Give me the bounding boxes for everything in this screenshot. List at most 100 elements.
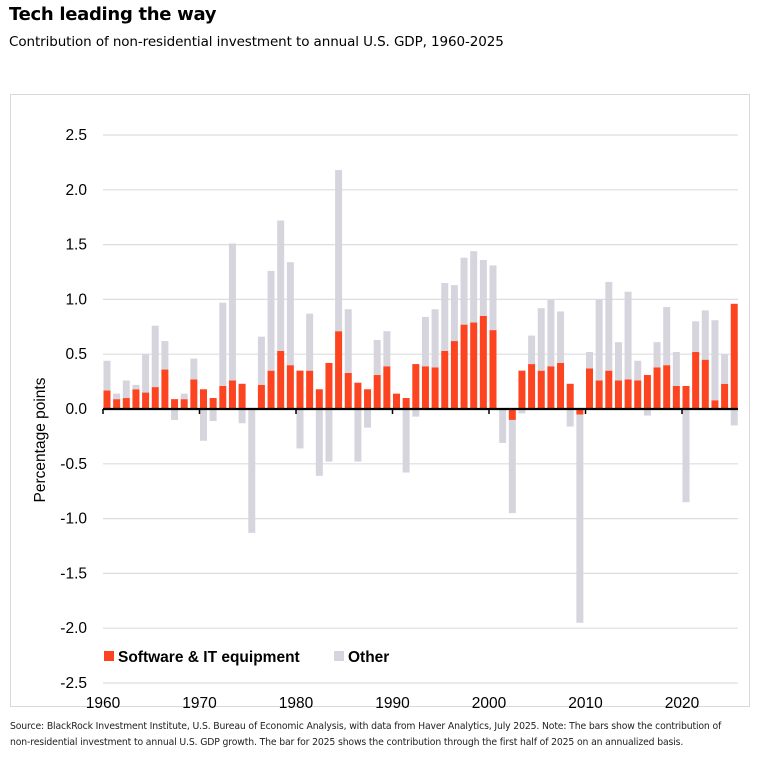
bar-other — [412, 409, 420, 417]
bar-software — [576, 409, 584, 415]
bar-other — [566, 409, 574, 427]
bar-other — [643, 409, 651, 416]
bar-software — [344, 372, 352, 409]
bar-other — [537, 308, 545, 371]
bar-other — [161, 341, 169, 370]
bar-other — [171, 409, 179, 420]
y-axis-label: Percentage points — [32, 377, 49, 502]
bar-software — [286, 365, 294, 409]
bar-software — [431, 367, 439, 409]
bar-software — [489, 330, 497, 409]
bar-software — [547, 366, 555, 409]
bar-other — [576, 414, 584, 623]
bar-software — [393, 393, 400, 409]
bar-other — [200, 409, 207, 441]
bar-software — [171, 399, 179, 409]
bar-other — [692, 321, 700, 353]
bar-other — [180, 393, 188, 400]
bar-software — [113, 399, 121, 409]
bar-software — [605, 370, 613, 409]
bar-software — [672, 385, 680, 409]
y-tick-label: 2.5 — [65, 127, 87, 144]
bar-software — [209, 398, 217, 409]
bar-software — [450, 341, 458, 409]
chart-title: Tech leading the way — [9, 4, 217, 25]
x-tick-label: 1980 — [279, 695, 314, 712]
bar-other — [614, 342, 622, 381]
x-tick-label: 1960 — [86, 695, 121, 712]
bar-other — [364, 409, 372, 428]
bar-other — [624, 291, 632, 380]
bar-software — [315, 389, 323, 409]
bar-software — [383, 366, 391, 409]
bar-software — [663, 365, 671, 409]
bar-software — [470, 322, 478, 409]
bar-software — [566, 383, 574, 409]
bar-other — [354, 409, 362, 462]
source-note: Source: BlackRock Investment Institute, … — [10, 721, 722, 748]
bar-other — [344, 309, 352, 373]
bar-software — [373, 375, 381, 409]
bar-software — [634, 380, 642, 409]
bar-other — [402, 409, 410, 473]
bar-other — [335, 170, 343, 332]
bar-other — [586, 352, 593, 369]
bar-software — [586, 368, 593, 409]
bar-other — [653, 342, 661, 368]
bar-other — [286, 262, 294, 366]
bar-other — [151, 325, 159, 388]
bar-other — [489, 265, 497, 331]
bar-other — [499, 409, 507, 443]
bar-software — [228, 380, 236, 409]
bar-other — [383, 331, 391, 367]
x-tick-label: 2020 — [665, 695, 700, 712]
y-tick-label: 1.5 — [65, 237, 87, 254]
bar-other — [113, 393, 121, 400]
bar-software — [518, 370, 526, 409]
bar-other — [421, 316, 429, 367]
x-tick-label: 1990 — [375, 695, 410, 712]
bar-other — [682, 409, 690, 503]
bar-other — [518, 409, 526, 414]
bar-software — [614, 380, 622, 409]
bar-software — [354, 382, 362, 409]
bar-software — [721, 383, 729, 409]
bar-other — [508, 419, 516, 514]
bar-software — [421, 366, 429, 409]
bar-other — [557, 311, 565, 363]
bar-software — [267, 370, 275, 409]
bar-software — [257, 384, 265, 409]
bar-software — [557, 362, 565, 409]
bar-other — [373, 339, 381, 376]
y-tick-label: -0.5 — [60, 456, 87, 473]
bars — [103, 170, 738, 623]
bar-other — [460, 257, 468, 325]
legend-label-other: Other — [348, 649, 389, 666]
legend: Software & IT equipment Other — [104, 649, 389, 666]
bar-software — [643, 375, 651, 409]
bar-other — [296, 409, 304, 449]
chart-subtitle: Contribution of non-residential investme… — [9, 34, 504, 50]
bar-other — [663, 307, 671, 366]
bar-other — [470, 251, 478, 323]
x-tick-label: 1970 — [182, 695, 217, 712]
bar-software — [306, 370, 314, 409]
gridlines — [103, 134, 738, 684]
bar-software — [200, 389, 207, 409]
bar-software — [460, 324, 468, 409]
bar-other — [721, 354, 729, 384]
bar-software — [508, 409, 516, 420]
bar-other — [711, 320, 719, 401]
bar-software — [238, 383, 246, 409]
bar-software — [335, 331, 343, 409]
bar-other — [267, 270, 275, 371]
bar-software — [537, 370, 545, 409]
bar-other — [450, 285, 458, 342]
bar-software — [653, 367, 661, 409]
bar-software — [180, 399, 188, 409]
bar-other — [122, 380, 130, 399]
x-tick-label: 2000 — [472, 695, 507, 712]
y-tick-label: -1.5 — [60, 565, 87, 582]
bar-other — [528, 335, 536, 365]
bar-software — [412, 364, 420, 409]
